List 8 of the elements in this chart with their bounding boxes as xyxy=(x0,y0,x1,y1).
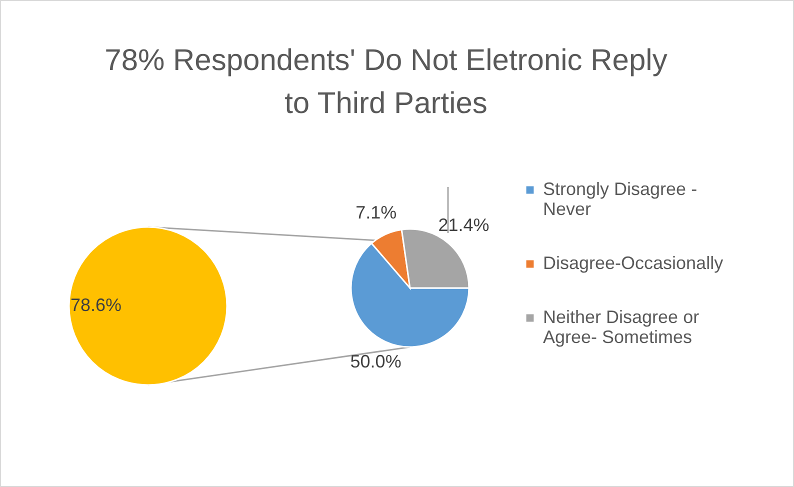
legend-label: Disagree-Occasionally xyxy=(543,253,724,273)
legend-label: Neither Disagree or Agree- Sometimes xyxy=(543,307,700,347)
data-label: 7.1% xyxy=(356,202,397,222)
data-label: 21.4% xyxy=(438,215,490,236)
data-label: 78.6% xyxy=(70,295,122,315)
data-label: 50.0% xyxy=(350,352,402,372)
legend-label: Strongly Disagree - Never xyxy=(543,179,698,219)
text: 78% Respondents' Do Not Eletronic Reply to Third Parties xyxy=(104,43,668,122)
